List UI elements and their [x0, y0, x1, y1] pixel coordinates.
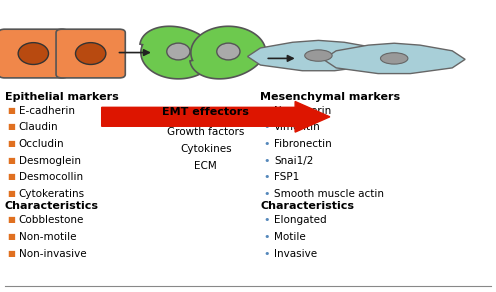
Text: FSP1: FSP1 [274, 172, 300, 182]
Text: Desmoglein: Desmoglein [19, 156, 81, 166]
Text: Cytokines: Cytokines [180, 144, 232, 154]
Text: •: • [263, 232, 269, 242]
Text: Fibronectin: Fibronectin [274, 139, 332, 149]
Text: ECM: ECM [194, 161, 217, 171]
Text: Elongated: Elongated [274, 215, 327, 225]
Text: •: • [263, 172, 269, 182]
Ellipse shape [380, 53, 408, 64]
Text: Vimentin: Vimentin [274, 122, 321, 132]
Polygon shape [323, 43, 465, 74]
Text: ■: ■ [7, 172, 15, 181]
Text: •: • [263, 156, 269, 166]
Ellipse shape [18, 43, 49, 65]
Text: •: • [263, 215, 269, 225]
Polygon shape [140, 26, 216, 79]
Text: ■: ■ [7, 122, 15, 131]
Text: Desmocollin: Desmocollin [19, 172, 83, 182]
Text: N-cadherin: N-cadherin [274, 106, 331, 116]
Text: EMT effectors: EMT effectors [162, 107, 249, 117]
Text: Occludin: Occludin [19, 139, 64, 149]
Text: Motile: Motile [274, 232, 306, 242]
Text: Claudin: Claudin [19, 122, 59, 132]
Text: •: • [263, 189, 269, 199]
Text: Non-motile: Non-motile [19, 232, 76, 242]
Ellipse shape [305, 50, 332, 61]
Text: ■: ■ [7, 139, 15, 148]
Text: Invasive: Invasive [274, 249, 317, 259]
Text: ■: ■ [7, 189, 15, 198]
Text: ■: ■ [7, 249, 15, 258]
Text: •: • [263, 122, 269, 132]
Text: •: • [263, 249, 269, 259]
Text: E-cadherin: E-cadherin [19, 106, 75, 116]
FancyBboxPatch shape [56, 29, 125, 78]
Text: Smooth muscle actin: Smooth muscle actin [274, 189, 384, 199]
Ellipse shape [75, 43, 106, 65]
Ellipse shape [167, 43, 190, 60]
Text: Characteristics: Characteristics [5, 201, 99, 211]
Polygon shape [248, 40, 389, 71]
Text: Non-invasive: Non-invasive [19, 249, 86, 259]
Text: •: • [263, 106, 269, 116]
FancyArrow shape [102, 102, 330, 132]
Text: Growth factors: Growth factors [167, 127, 245, 137]
Polygon shape [190, 26, 266, 79]
Text: Mesenchymal markers: Mesenchymal markers [260, 92, 401, 102]
Text: •: • [263, 139, 269, 149]
Text: ■: ■ [7, 232, 15, 241]
Text: ■: ■ [7, 156, 15, 165]
Text: Characteristics: Characteristics [260, 201, 355, 211]
FancyBboxPatch shape [0, 29, 68, 78]
Text: ■: ■ [7, 106, 15, 115]
Text: Snai1/2: Snai1/2 [274, 156, 313, 166]
Text: ■: ■ [7, 215, 15, 225]
Text: Epithelial markers: Epithelial markers [5, 92, 119, 102]
Text: Cytokeratins: Cytokeratins [19, 189, 85, 199]
Ellipse shape [217, 43, 240, 60]
Text: Cobblestone: Cobblestone [19, 215, 84, 225]
